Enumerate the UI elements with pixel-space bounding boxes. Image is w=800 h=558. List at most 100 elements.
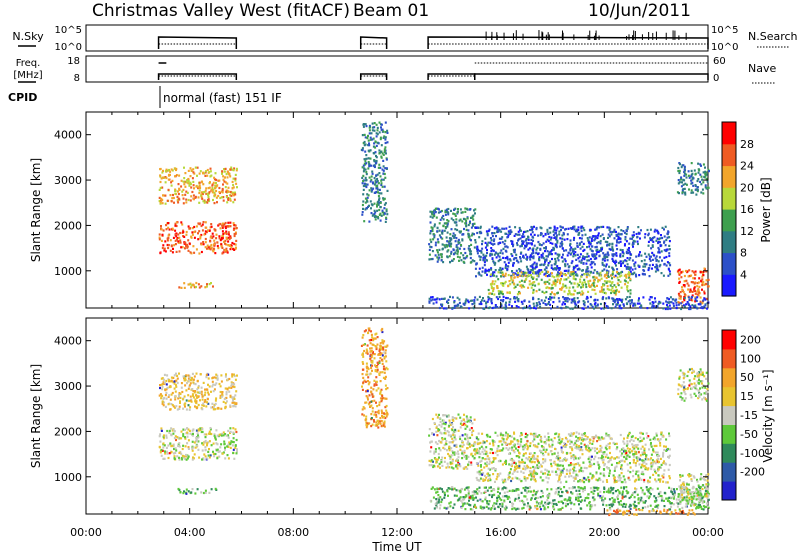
heatmap-cell: [449, 422, 451, 424]
heatmap-cell: [655, 240, 657, 242]
heatmap-cell: [385, 221, 387, 223]
heatmap-cell: [697, 178, 699, 180]
heatmap-cell: [166, 430, 168, 432]
heatmap-cell: [672, 298, 674, 300]
heatmap-cell: [594, 246, 596, 248]
heatmap-cell: [487, 244, 489, 246]
heatmap-cell: [182, 435, 184, 437]
heatmap-cell: [379, 417, 381, 419]
heatmap-cell: [439, 234, 441, 236]
heatmap-cell: [620, 271, 622, 273]
heatmap-cell: [380, 423, 382, 425]
heatmap-cell: [446, 307, 448, 309]
heatmap-cell: [234, 199, 236, 201]
power-panel-frame: [86, 112, 708, 308]
heatmap-cell: [367, 396, 369, 398]
heatmap-cell: [367, 398, 369, 400]
heatmap-cell: [202, 449, 204, 451]
heatmap-cell: [173, 202, 175, 204]
heatmap-cell: [459, 438, 461, 440]
heatmap-cell: [626, 296, 628, 298]
heatmap-cell: [557, 253, 559, 255]
heatmap-cell: [640, 229, 642, 231]
heatmap-cell: [434, 299, 436, 301]
heatmap-cell: [169, 430, 171, 432]
heatmap-cell: [435, 208, 437, 210]
heatmap-cell: [667, 306, 669, 308]
heatmap-cell: [228, 378, 230, 380]
heatmap-cell: [548, 477, 550, 479]
heatmap-cell: [188, 388, 190, 390]
heatmap-cell: [474, 212, 476, 214]
heatmap-cell: [587, 476, 589, 478]
heatmap-cell: [518, 306, 520, 308]
heatmap-cell: [519, 285, 521, 287]
heatmap-cell: [200, 373, 202, 375]
heatmap-cell: [183, 167, 185, 169]
heatmap-cell: [361, 177, 363, 179]
heatmap-cell: [705, 283, 707, 285]
heatmap-cell: [622, 255, 624, 257]
heatmap-cell: [466, 468, 468, 470]
heatmap-cell: [515, 233, 517, 235]
heatmap-cell: [162, 400, 164, 402]
heatmap-cell: [166, 447, 168, 449]
heatmap-cell: [680, 291, 682, 293]
heatmap-cell: [533, 281, 535, 283]
heatmap-cell: [179, 250, 181, 252]
heatmap-cell: [581, 259, 583, 261]
heatmap-cell: [679, 269, 681, 271]
heatmap-cell: [519, 281, 521, 283]
heatmap-cell: [461, 452, 463, 454]
heatmap-cell: [636, 233, 638, 235]
heatmap-cell: [551, 267, 553, 269]
heatmap-cell: [221, 235, 223, 237]
heatmap-cell: [579, 260, 581, 262]
heatmap-cell: [562, 283, 564, 285]
heatmap-cell: [605, 433, 607, 435]
heatmap-cell: [180, 185, 182, 187]
heatmap-cell: [537, 235, 539, 237]
heatmap-cell: [206, 248, 208, 250]
heatmap-cell: [463, 257, 465, 259]
heatmap-cell: [374, 203, 376, 205]
heatmap-cell: [659, 256, 661, 258]
heatmap-cell: [536, 263, 538, 265]
heatmap-cell: [659, 237, 661, 239]
heatmap-cell: [215, 190, 217, 192]
heatmap-cell: [188, 250, 190, 252]
heatmap-cell: [209, 456, 211, 458]
heatmap-cell: [373, 400, 375, 402]
heatmap-cell: [362, 208, 364, 210]
heatmap-cell: [228, 191, 230, 193]
heatmap-cell: [385, 410, 387, 412]
heatmap-cell: [613, 300, 615, 302]
heatmap-cell: [236, 227, 238, 229]
heatmap-cell: [600, 303, 602, 305]
heatmap-cell: [175, 380, 177, 382]
heatmap-cell: [447, 453, 449, 455]
heatmap-cell: [530, 274, 532, 276]
heatmap-cell: [701, 278, 703, 280]
heatmap-cell: [176, 375, 178, 377]
heatmap-cell: [625, 481, 627, 483]
heatmap-cell: [615, 286, 617, 288]
heatmap-cell: [689, 305, 691, 307]
heatmap-cell: [503, 438, 505, 440]
heatmap-cell: [198, 192, 200, 194]
heatmap-cell: [429, 450, 431, 452]
heatmap-cell: [633, 263, 635, 265]
heatmap-cell: [559, 267, 561, 269]
heatmap-cell: [619, 307, 621, 309]
heatmap-cell: [484, 261, 486, 263]
nsearch-tick-bottom: 10^0: [711, 42, 738, 53]
heatmap-cell: [457, 256, 459, 258]
heatmap-cell: [692, 185, 694, 187]
heatmap-cell: [625, 280, 627, 282]
heatmap-cell: [506, 268, 508, 270]
heatmap-cell: [704, 299, 706, 301]
heatmap-cell: [665, 308, 667, 310]
heatmap-cell: [469, 248, 471, 250]
heatmap-cell: [189, 406, 191, 408]
heatmap-cell: [644, 273, 646, 275]
